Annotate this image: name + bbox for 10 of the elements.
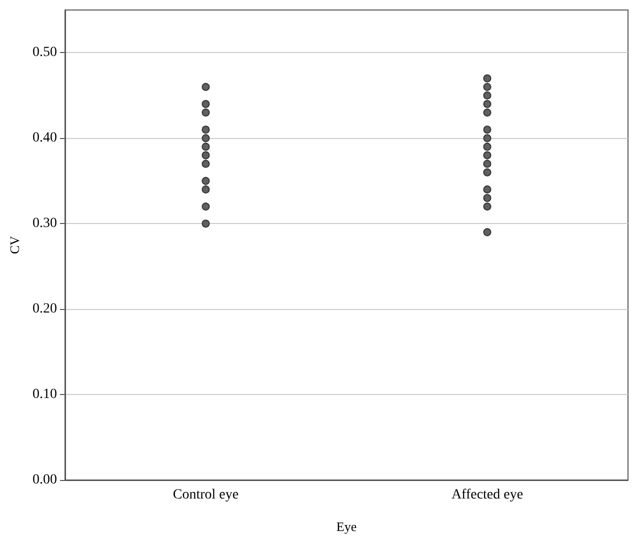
- y-tick-label: 0.20: [32, 302, 57, 317]
- y-tick-label: 0.50: [32, 45, 57, 60]
- x-tick-label: Control eye: [172, 488, 239, 502]
- y-tick-label: 0.10: [32, 387, 57, 402]
- y-tick-label: 0.40: [32, 130, 57, 146]
- y-tick-label: 0.30: [32, 216, 57, 232]
- x-tick-label: Affected eye: [451, 488, 524, 502]
- x-axis-title: Eye: [336, 519, 357, 534]
- y-tick-label: 0.00: [32, 472, 57, 488]
- y-axis-title: CV: [7, 235, 22, 254]
